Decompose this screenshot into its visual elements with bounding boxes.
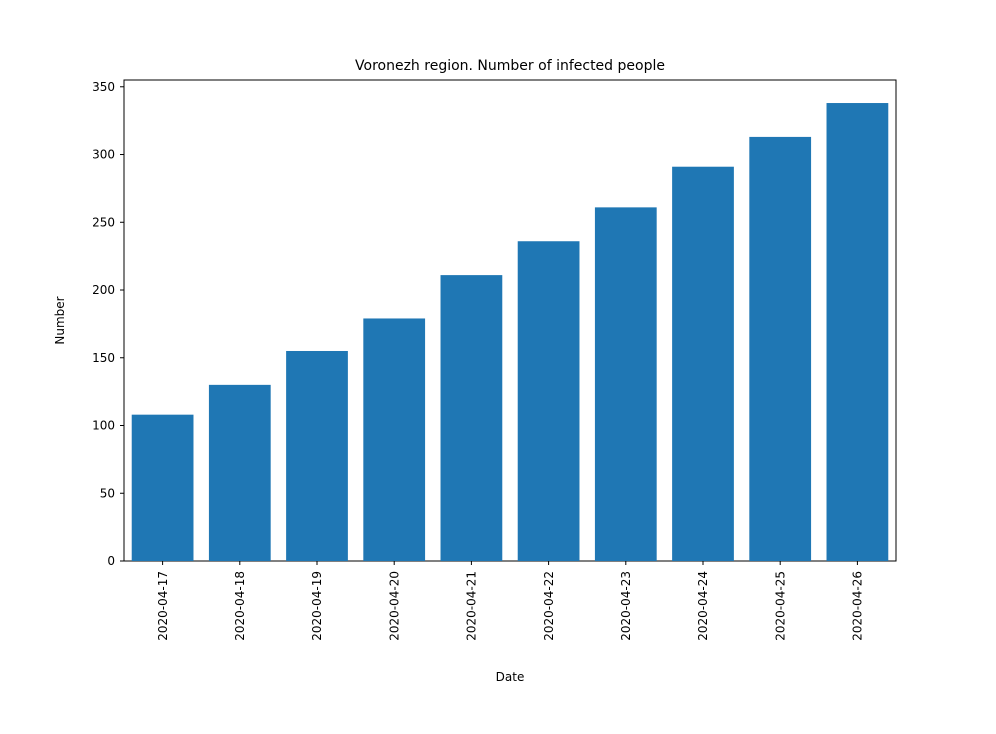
bar: [441, 275, 503, 561]
x-tick-label: 2020-04-21: [465, 571, 479, 641]
y-tick-label: 200: [92, 283, 115, 297]
bar: [595, 207, 657, 561]
bar: [286, 351, 348, 561]
figure: 050100150200250300350 2020-04-172020-04-…: [0, 0, 996, 734]
chart-title: Voronezh region. Number of infected peop…: [355, 58, 665, 74]
bar: [749, 137, 811, 561]
y-tick-label: 100: [92, 419, 115, 433]
y-tick-label: 0: [107, 554, 115, 568]
bar: [827, 103, 889, 561]
x-ticks: 2020-04-17 2020-04-18 2020-04-19 2020-04-20…: [156, 561, 865, 641]
y-tick-label: 350: [92, 80, 115, 94]
y-tick-label: 250: [92, 215, 115, 229]
bar: [672, 167, 734, 561]
bars-group: [132, 103, 889, 561]
bar: [518, 241, 580, 561]
bar: [132, 415, 194, 561]
y-ticks: 0 50 100 150 200 250 300 350: [92, 80, 124, 568]
x-tick-label: 2020-04-18: [233, 571, 247, 641]
chart-svg: 050100150200250300350 2020-04-172020-04-…: [0, 0, 996, 734]
x-tick-label: 2020-04-23: [619, 571, 633, 641]
x-tick-label: 2020-04-17: [156, 571, 170, 641]
bar: [363, 318, 425, 561]
y-axis-label: Number: [53, 296, 67, 344]
x-tick-label: 2020-04-24: [696, 571, 710, 641]
bar: [209, 385, 271, 561]
x-axis-label: Date: [496, 670, 525, 684]
y-tick-label: 50: [100, 486, 115, 500]
y-tick-label: 150: [92, 351, 115, 365]
x-tick-label: 2020-04-20: [387, 571, 401, 641]
x-tick-label: 2020-04-22: [542, 571, 556, 641]
x-tick-label: 2020-04-19: [310, 571, 324, 641]
y-tick-label: 300: [92, 148, 115, 162]
x-tick-label: 2020-04-26: [851, 571, 865, 641]
x-tick-label: 2020-04-25: [773, 571, 787, 641]
